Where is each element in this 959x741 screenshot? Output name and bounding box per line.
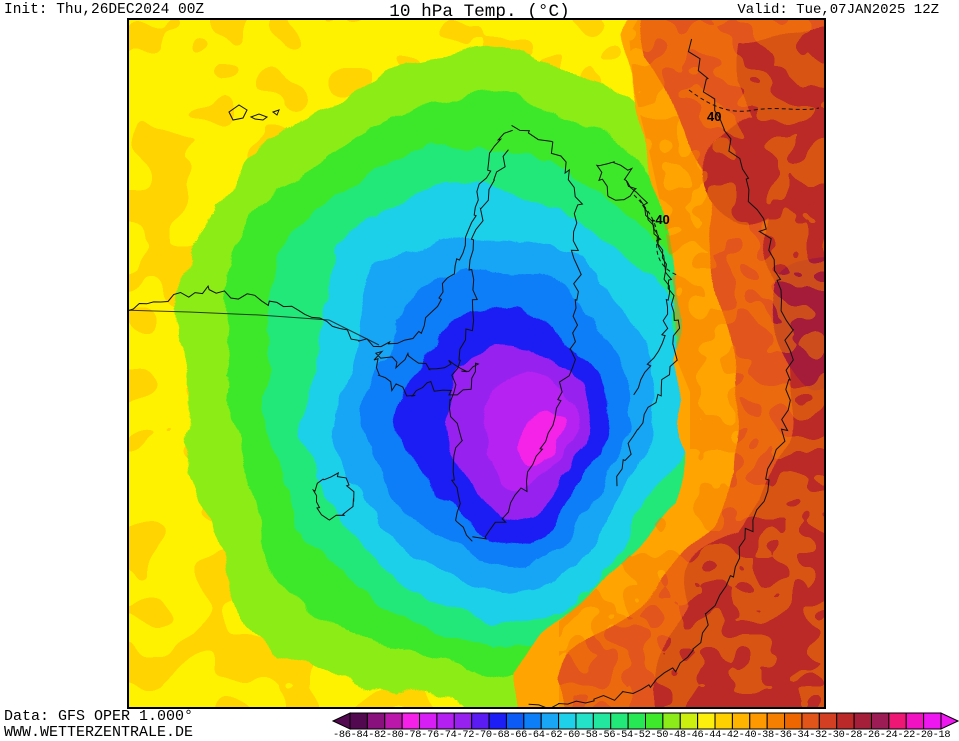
svg-text:-40: -40 — [651, 212, 670, 227]
svg-text:40: 40 — [707, 109, 721, 124]
